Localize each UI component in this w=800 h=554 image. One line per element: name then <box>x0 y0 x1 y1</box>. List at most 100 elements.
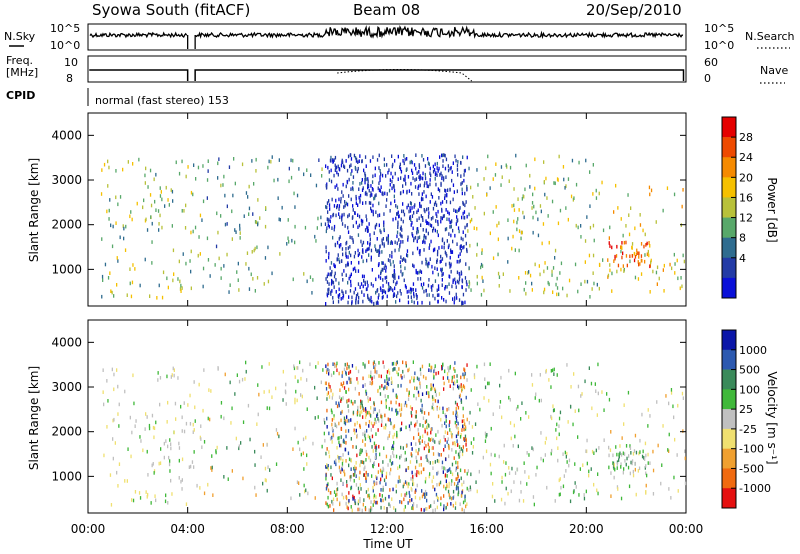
data-point <box>668 449 670 453</box>
data-point <box>427 215 430 219</box>
data-point <box>354 501 357 506</box>
data-point <box>332 392 334 397</box>
data-point <box>337 454 339 459</box>
data-point <box>481 275 483 280</box>
data-point <box>294 426 296 431</box>
data-point <box>113 417 115 422</box>
data-point <box>355 298 357 303</box>
data-point <box>136 201 138 206</box>
data-point <box>441 278 443 282</box>
data-point <box>437 249 439 254</box>
data-point <box>348 398 350 403</box>
data-point <box>434 364 436 368</box>
data-point <box>358 223 361 228</box>
data-point <box>410 290 412 295</box>
data-point <box>366 429 368 433</box>
data-point <box>517 404 519 409</box>
data-point <box>346 480 348 484</box>
data-point <box>457 173 459 177</box>
data-point <box>443 466 445 470</box>
data-point <box>508 466 510 470</box>
data-point <box>670 391 673 395</box>
data-point <box>443 153 445 157</box>
data-point <box>456 402 458 407</box>
data-point <box>399 289 401 293</box>
data-point <box>248 206 251 211</box>
data-point <box>608 397 611 402</box>
data-point <box>503 460 505 464</box>
data-point <box>421 410 423 414</box>
data-point <box>379 244 381 248</box>
data-point <box>102 368 104 372</box>
data-point <box>460 384 462 389</box>
data-point <box>345 251 347 255</box>
data-point <box>622 233 624 238</box>
data-point <box>231 209 233 214</box>
data-point <box>216 211 218 216</box>
data-point <box>422 218 424 222</box>
data-point <box>422 240 424 244</box>
data-point <box>373 461 375 465</box>
data-point <box>565 454 567 459</box>
data-point <box>349 245 351 249</box>
data-point <box>548 240 550 245</box>
data-point <box>436 214 438 218</box>
data-point <box>303 272 305 276</box>
data-point <box>546 196 548 200</box>
data-point <box>394 286 396 291</box>
data-point <box>383 223 385 227</box>
data-point <box>276 431 279 436</box>
data-point <box>634 275 637 280</box>
data-point <box>445 414 447 419</box>
data-point <box>368 201 371 205</box>
data-point <box>459 435 462 439</box>
data-point <box>439 439 441 443</box>
data-point <box>456 259 458 264</box>
data-point <box>586 461 588 466</box>
data-point <box>161 295 164 300</box>
data-point <box>364 507 367 512</box>
data-point <box>402 360 404 365</box>
data-point <box>331 410 333 415</box>
data-point <box>558 492 560 497</box>
data-point <box>445 175 447 179</box>
data-point <box>444 506 446 510</box>
data-point <box>290 175 293 180</box>
data-point <box>238 444 240 448</box>
data-point <box>460 400 463 404</box>
data-point <box>372 449 374 453</box>
data-point <box>617 206 619 210</box>
data-point <box>461 301 463 306</box>
data-point <box>444 413 446 417</box>
data-point <box>370 506 372 510</box>
data-point <box>467 229 469 233</box>
data-point <box>619 444 621 448</box>
data-point <box>384 191 386 196</box>
data-point <box>358 476 360 481</box>
data-point <box>448 291 451 295</box>
data-point <box>331 396 333 400</box>
data-point <box>400 427 402 431</box>
data-point <box>167 501 169 505</box>
data-point <box>422 197 424 201</box>
data-point <box>336 361 338 366</box>
data-point <box>166 420 168 424</box>
data-point <box>463 173 465 177</box>
data-point <box>521 401 523 405</box>
data-point <box>378 201 380 206</box>
data-point <box>396 433 398 438</box>
data-point <box>574 409 576 413</box>
data-point <box>631 242 634 246</box>
data-point <box>138 157 140 162</box>
data-point <box>342 291 344 295</box>
data-point <box>379 178 381 183</box>
data-point <box>682 429 684 433</box>
data-point <box>419 441 421 445</box>
data-point <box>464 469 466 473</box>
data-point <box>344 419 346 423</box>
colorbar-swatch <box>722 448 736 469</box>
data-point <box>426 425 429 429</box>
data-point <box>335 462 337 467</box>
data-point <box>312 441 314 446</box>
data-point <box>372 209 374 214</box>
